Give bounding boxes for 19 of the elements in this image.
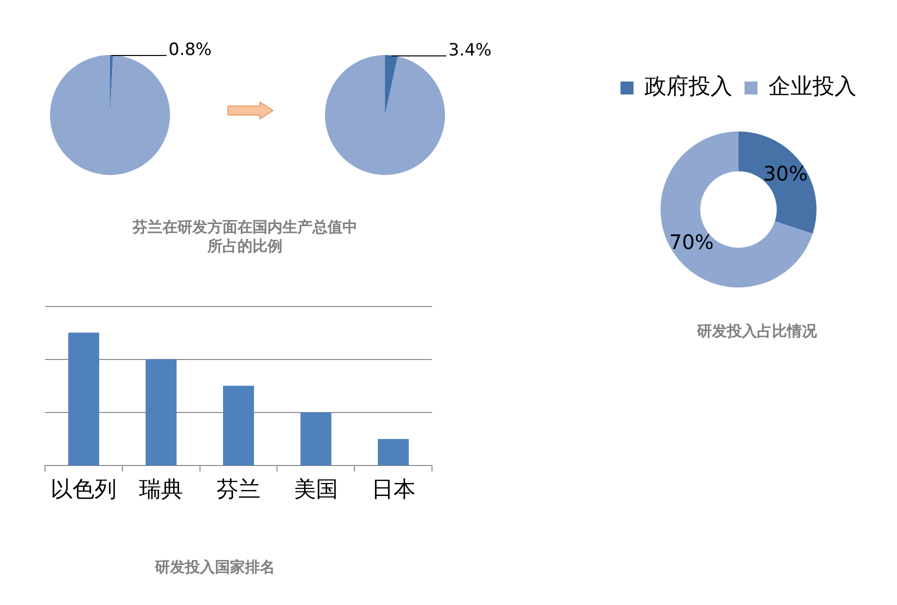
legend-label: 企业投入 <box>768 74 856 100</box>
x-tick-label: 芬兰 <box>216 478 260 503</box>
legend-label: 政府投入 <box>644 74 732 100</box>
bar <box>378 439 409 466</box>
x-tick-label: 日本 <box>371 478 416 503</box>
x-tick-label: 以色列 <box>50 478 117 503</box>
text: 研发投入占比情况 <box>697 322 817 341</box>
bar <box>300 412 332 466</box>
x-tick-label: 美国 <box>294 478 338 503</box>
text: 芬兰在研发方面在国内生产总值中所占的比例 <box>131 218 358 256</box>
bar <box>223 386 254 466</box>
bar <box>68 332 100 466</box>
x-tick-label: 瑞典 <box>139 478 184 503</box>
text: 研发投入国家排名 <box>155 558 275 577</box>
data-label: 70% <box>669 230 714 254</box>
data-label: 3.4% <box>448 40 492 60</box>
bar <box>146 359 177 466</box>
data-label: 0.8% <box>168 40 212 60</box>
data-label: 30% <box>763 162 808 186</box>
